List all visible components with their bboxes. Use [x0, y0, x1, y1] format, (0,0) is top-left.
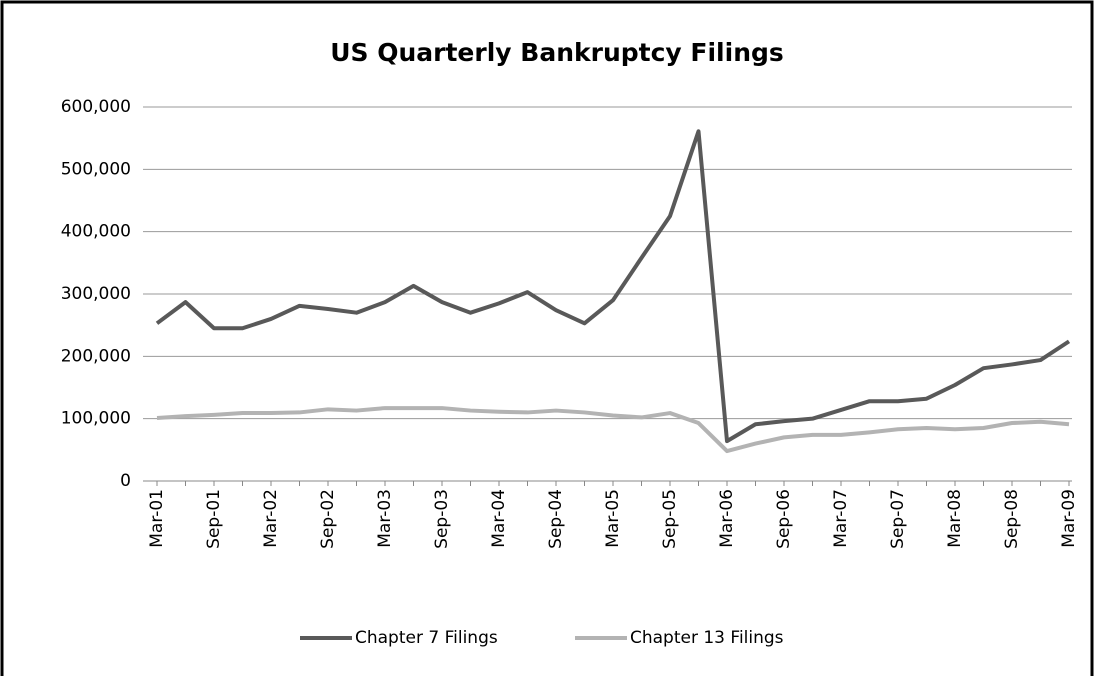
y-tick-label: 200,000 [61, 346, 131, 366]
series-line [156, 406, 1070, 454]
x-tick-label: Sep-07 [888, 489, 908, 549]
x-tick-label: Sep-03 [432, 489, 452, 549]
x-tick-label: Mar-03 [375, 489, 395, 548]
x-tick-label: Sep-06 [774, 489, 794, 549]
y-tick-label: 600,000 [61, 97, 131, 117]
x-tick-label: Mar-02 [261, 489, 281, 548]
x-tick-label: Mar-05 [603, 489, 623, 548]
x-tick-label: Sep-04 [546, 489, 566, 549]
chart-title: US Quarterly Bankruptcy Filings [330, 38, 784, 67]
x-tick-label: Mar-09 [1059, 489, 1079, 548]
legend-label: Chapter 13 Filings [630, 628, 784, 648]
series-line [155, 129, 1071, 444]
y-tick-label: 500,000 [61, 159, 131, 179]
x-tick-label: Sep-02 [318, 489, 338, 549]
x-tick-label: Mar-01 [147, 489, 167, 548]
x-tick-label: Mar-04 [489, 489, 509, 548]
y-tick-label: 0 [120, 471, 131, 491]
y-tick-label: 300,000 [61, 284, 131, 304]
x-tick-label: Sep-05 [660, 489, 680, 549]
x-tick-label: Mar-08 [945, 489, 965, 548]
x-tick-label: Sep-08 [1002, 489, 1022, 549]
legend-label: Chapter 7 Filings [355, 628, 498, 648]
x-tick-label: Mar-06 [717, 489, 737, 548]
y-tick-label: 400,000 [61, 222, 131, 242]
x-tick-label: Mar-07 [831, 489, 851, 548]
x-tick-label: Sep-01 [204, 489, 224, 549]
y-tick-label: 100,000 [61, 409, 131, 429]
